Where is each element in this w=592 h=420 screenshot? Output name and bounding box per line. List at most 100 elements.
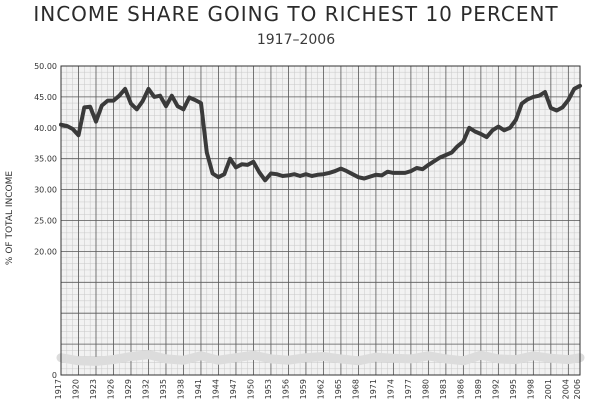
data-point <box>538 95 540 97</box>
x-tick-label: 1998 <box>526 379 535 399</box>
y-tick-label: 25.00 <box>34 217 57 226</box>
x-tick-label: 2001 <box>544 379 553 399</box>
data-point <box>112 100 115 102</box>
data-point <box>153 96 155 98</box>
data-point <box>497 125 499 128</box>
data-point <box>381 174 383 176</box>
data-point <box>509 127 511 129</box>
x-tick-label: 1971 <box>369 379 378 399</box>
x-tick-label: 1941 <box>194 379 203 399</box>
x-tick-label: 1950 <box>246 379 255 399</box>
data-point <box>171 95 173 97</box>
chart-title: INCOME SHARE GOING TO RICHEST 10 PERCENT <box>33 2 559 26</box>
data-point <box>351 173 354 175</box>
x-tick-label: 1974 <box>386 379 395 399</box>
y-tick-label: 30.00 <box>34 186 57 195</box>
data-point <box>316 174 319 176</box>
data-point <box>421 168 424 170</box>
data-point <box>147 88 150 90</box>
y-axis-label: % OF TOTAL INCOME <box>5 171 15 265</box>
data-point <box>264 179 266 181</box>
data-point <box>439 156 441 159</box>
x-tick-label: 1992 <box>491 379 500 399</box>
data-point <box>293 173 295 175</box>
data-point <box>107 100 109 102</box>
data-point <box>521 103 523 105</box>
data-point <box>83 106 85 109</box>
series-line-band <box>56 350 585 366</box>
data-point <box>363 177 365 180</box>
data-point <box>223 173 225 175</box>
data-point <box>503 129 505 131</box>
data-point <box>445 154 447 156</box>
data-point <box>305 173 307 175</box>
data-point <box>165 105 167 107</box>
data-point <box>468 127 470 129</box>
data-point <box>95 121 97 123</box>
data-point <box>229 158 231 160</box>
data-point <box>573 88 575 90</box>
y-tick-label: 45.00 <box>34 93 57 102</box>
x-tick-label: 1929 <box>124 379 133 399</box>
data-point <box>200 102 202 104</box>
data-point <box>386 171 389 173</box>
data-point <box>451 151 453 154</box>
data-point <box>258 171 260 173</box>
data-point <box>206 151 208 154</box>
x-tick-label: 1923 <box>89 379 98 399</box>
data-point <box>159 95 161 97</box>
data-point <box>194 99 196 101</box>
data-point <box>416 167 418 169</box>
data-point <box>532 96 534 98</box>
data-point <box>556 109 558 112</box>
y-tick-label: 20.00 <box>34 247 57 256</box>
plot-border <box>60 65 581 376</box>
x-tick-label: 1956 <box>281 379 290 399</box>
data-point <box>270 172 272 175</box>
x-tick-label: 1986 <box>456 379 465 399</box>
x-tick-label: 1989 <box>474 379 483 399</box>
data-point <box>89 106 91 108</box>
data-point <box>299 175 301 177</box>
x-tick-label: 1935 <box>159 379 168 399</box>
axes-layer: 0 20.00 25.00 30.00 35.00 40.00 45.00 50.00 1917… <box>34 62 582 399</box>
data-point <box>212 172 214 175</box>
x-tick-label: 1932 <box>141 379 150 399</box>
data-point <box>561 106 564 109</box>
data-point <box>177 105 179 107</box>
x-tick-label: 2004 <box>561 379 570 399</box>
data-point <box>241 163 243 165</box>
data-point <box>235 166 237 168</box>
data-point <box>567 99 569 101</box>
data-point <box>311 175 313 177</box>
data-point <box>515 119 517 121</box>
y-tick-label: 35.00 <box>34 155 57 164</box>
data-point <box>526 98 529 100</box>
y-tick-label: 0 <box>52 371 57 380</box>
x-tick-label: 1977 <box>404 379 413 399</box>
x-tick-label: 1947 <box>229 379 238 399</box>
x-tick-label: 1962 <box>316 379 325 399</box>
series-line-income-share <box>59 83 582 183</box>
x-tick-label: 1920 <box>71 379 80 399</box>
y-tick-label: 40.00 <box>34 124 57 133</box>
data-point <box>101 104 103 107</box>
x-tick-label: 1995 <box>509 379 518 399</box>
data-point <box>462 140 464 142</box>
data-point <box>322 173 325 175</box>
data-point <box>398 172 400 174</box>
x-tick-label: 1980 <box>421 379 430 399</box>
x-tick-label: 1917 <box>54 379 63 399</box>
x-tick-label: 1926 <box>106 379 115 399</box>
data-point <box>252 161 255 163</box>
x-tick-label: 1983 <box>439 379 448 399</box>
data-point <box>188 96 190 99</box>
x-tick-label: 1944 <box>211 379 220 399</box>
data-point <box>136 108 138 110</box>
data-point <box>182 108 185 110</box>
data-point <box>77 134 80 136</box>
x-tick-label: 2006 <box>573 379 582 399</box>
data-point <box>130 103 132 105</box>
data-point <box>276 173 278 175</box>
